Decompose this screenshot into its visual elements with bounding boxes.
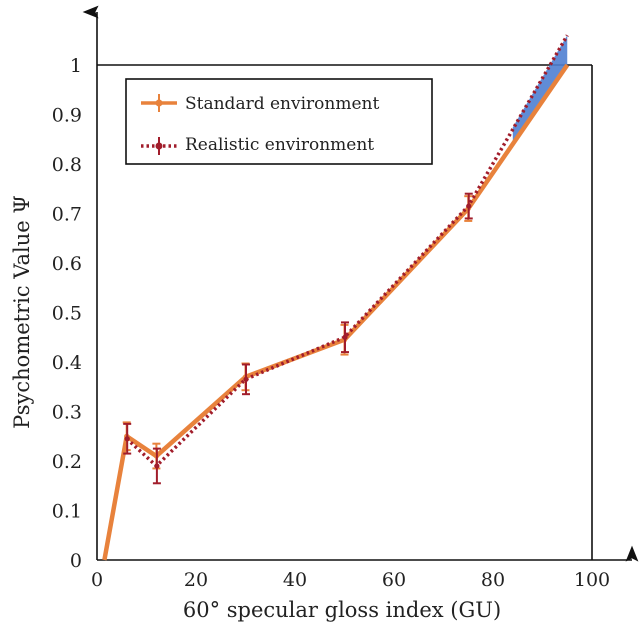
data-point xyxy=(466,203,472,209)
y-tick-label: 0 xyxy=(70,550,82,572)
tick-labels: 0 0.1 0.2 0.3 0.4 0.5 0.6 0.7 0.8 0.9 1 0 20 40 60 80 10… xyxy=(52,55,610,591)
y-axis-title: Psychometric Value Ψ xyxy=(10,195,34,429)
axes xyxy=(82,5,639,562)
y-tick-label: 0.8 xyxy=(52,154,82,176)
x-tick-label: 20 xyxy=(184,569,208,591)
error-bar-realistic xyxy=(152,447,161,485)
y-tick-label: 0.6 xyxy=(52,253,82,275)
legend-marker-standard xyxy=(155,99,163,107)
data-point xyxy=(124,436,130,442)
y-tick-label: 0.3 xyxy=(52,402,82,424)
y-tick-label: 0.4 xyxy=(52,352,82,374)
data-point xyxy=(243,376,249,382)
error-bars xyxy=(122,192,473,485)
y-tick-label: 0.2 xyxy=(52,451,82,473)
x-tick-label: 0 xyxy=(91,569,103,591)
legend-label-realistic: Realistic environment xyxy=(185,135,374,155)
x-tick-label: 40 xyxy=(283,569,307,591)
error-bar-realistic xyxy=(341,321,349,354)
x-tick-label: 60 xyxy=(382,569,406,591)
x-tick-label: 80 xyxy=(481,569,505,591)
series-line-realistic xyxy=(125,34,569,468)
error-bar-realistic xyxy=(242,363,250,396)
y-tick-label: 0.7 xyxy=(52,204,82,226)
legend-box xyxy=(125,78,433,165)
x-axis-title: 60° specular gloss index (GU) xyxy=(183,598,501,622)
legend-label-standard: Standard environment xyxy=(185,94,379,114)
y-tick-label: 0.1 xyxy=(52,501,82,523)
y-tick-label: 1 xyxy=(70,55,82,77)
y-tick-label: 0.5 xyxy=(52,303,82,325)
plot-frame xyxy=(97,64,593,560)
y-tick-label: 0.9 xyxy=(52,105,82,127)
confidence-band xyxy=(512,35,568,144)
legend-entry-realistic: Realistic environment xyxy=(141,135,374,155)
x-tick-label: 100 xyxy=(574,569,610,591)
data-point xyxy=(342,334,348,340)
band-shape xyxy=(512,35,568,144)
legend-entry-standard: Standard environment xyxy=(141,94,379,114)
error-bar-realistic xyxy=(464,192,473,220)
error-bar-realistic xyxy=(123,422,132,455)
data-point xyxy=(154,463,160,469)
legend-marker-realistic xyxy=(155,142,163,150)
legend: Standard environment Realistic environme… xyxy=(125,78,433,165)
